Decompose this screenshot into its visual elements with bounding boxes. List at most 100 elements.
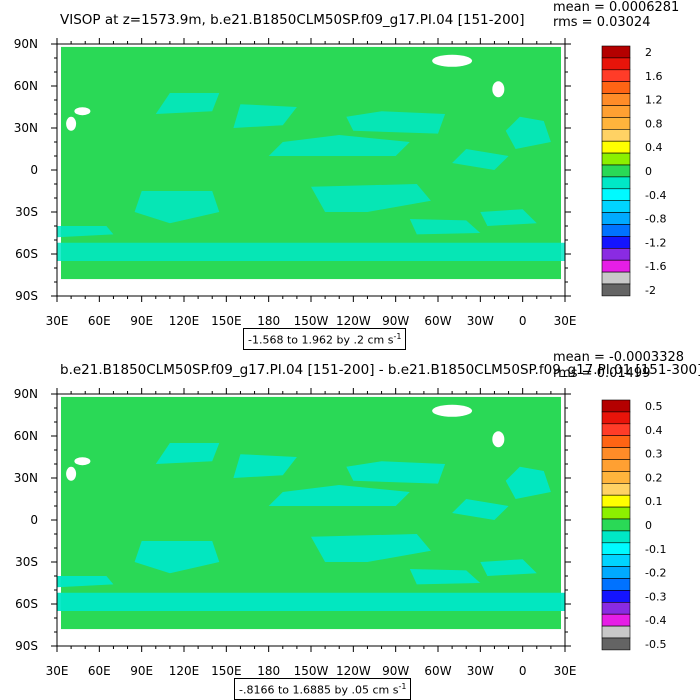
rms-label: rms = 0.01499 <box>553 366 650 381</box>
x-tick-label: 90E <box>130 664 153 678</box>
colorbar-swatch <box>601 81 631 94</box>
colorbar-swatch <box>601 93 631 106</box>
colorbar-swatch <box>601 459 631 472</box>
masked-region <box>66 116 77 131</box>
x-tick-label: 120E <box>169 664 200 678</box>
colorbar-swatch <box>601 566 631 579</box>
colorbar-swatch <box>601 482 631 496</box>
y-tick-label: 30N <box>14 121 38 135</box>
colorbar-label: -0.2 <box>645 567 666 580</box>
x-tick-label: 60E <box>88 664 111 678</box>
x-tick-label: 90E <box>130 314 153 328</box>
anomaly-patch <box>233 454 297 478</box>
x-tick-label: 60W <box>424 314 451 328</box>
colorbar-swatch <box>601 248 631 261</box>
anomaly-patch <box>505 116 551 149</box>
x-tick-label: 180 <box>257 314 280 328</box>
colorbar-swatch <box>601 578 631 591</box>
x-tick-label: 90W <box>382 664 409 678</box>
x-tick-label: 30W <box>467 314 494 328</box>
y-tick-label: 60N <box>14 79 38 93</box>
colorbar-label: -0.4 <box>645 614 666 627</box>
chart-title: VISOP at z=1573.9m, b.e21.B1850CLM50SP.f… <box>60 12 525 28</box>
anomaly-patch <box>57 592 565 611</box>
x-tick-label: 0 <box>519 314 527 328</box>
anomaly-patch <box>452 499 509 520</box>
y-tick-label: 60S <box>15 247 38 261</box>
anomaly-patch <box>409 569 481 585</box>
colorbar-label: -1.6 <box>645 260 666 273</box>
colorbar-swatch <box>601 69 631 83</box>
anomaly-patch <box>311 534 431 562</box>
masked-region <box>74 457 91 466</box>
colorbar-swatch <box>601 637 631 651</box>
colorbar-swatch <box>601 224 631 237</box>
mean-label: mean = -0.0003328 <box>553 350 684 365</box>
masked-region <box>57 44 565 47</box>
x-tick-label: 60W <box>424 664 451 678</box>
colorbar-swatch <box>601 271 631 285</box>
y-tick-label: 30N <box>14 471 38 485</box>
mean-label: mean = 0.0006281 <box>553 0 679 15</box>
x-tick-label: 30E <box>554 314 577 328</box>
x-tick-label: 30E <box>46 314 69 328</box>
anomaly-patch <box>409 219 481 235</box>
colorbar-swatch <box>601 435 631 448</box>
anomaly-patch <box>57 576 114 588</box>
colorbar-swatch <box>601 164 631 178</box>
colorbar-label: 2 <box>645 46 652 59</box>
colorbar-swatch <box>601 236 631 249</box>
anomaly-patch <box>268 135 410 156</box>
anomaly-patch <box>268 485 410 506</box>
colorbar-label: -0.5 <box>645 638 666 651</box>
anomaly-patch <box>155 93 220 114</box>
x-tick-label: 90W <box>382 314 409 328</box>
colorbar-label: 0.4 <box>645 424 663 437</box>
anomaly-patch <box>57 242 565 261</box>
anomaly-patch <box>155 443 220 464</box>
colorbar-label: -2 <box>645 284 656 297</box>
anomaly-patch <box>346 461 446 484</box>
colorbar-label: 0.2 <box>645 471 663 484</box>
anomaly-patch <box>311 184 431 212</box>
colorbar-swatch <box>601 423 631 436</box>
masked-region <box>66 466 77 481</box>
anomaly-patch <box>480 209 537 226</box>
range-box-2: -.8166 to 1.6885 by .05 cm s-1 <box>234 678 412 700</box>
colorbar-label: -1.2 <box>645 236 666 249</box>
colorbar-label: 0.1 <box>645 495 663 508</box>
chart-title: b.e21.B1850CLM50SP.f09_g17.PI.04 [151-20… <box>60 362 700 378</box>
colorbar-label: 0.4 <box>645 141 663 154</box>
masked-region <box>432 404 473 417</box>
colorbar-label: 0 <box>645 165 652 178</box>
colorbar-swatch <box>601 212 631 225</box>
colorbar-swatch <box>601 200 631 213</box>
colorbar-swatch <box>601 471 631 484</box>
anomaly-patch <box>134 191 220 224</box>
colorbar-swatch <box>601 105 631 118</box>
y-tick-label: 90S <box>15 289 38 303</box>
range-box-1: -1.568 to 1.962 by .2 cm s-1 <box>243 328 407 350</box>
anomaly-patch <box>233 104 297 128</box>
x-tick-label: 180 <box>257 664 280 678</box>
colorbar-swatch <box>601 117 631 130</box>
colorbar-label: -0.4 <box>645 189 666 202</box>
colorbar-swatch <box>601 625 631 639</box>
masked-region <box>57 629 565 646</box>
x-tick-label: 0 <box>519 664 527 678</box>
y-tick-label: 90N <box>14 387 38 401</box>
anomaly-patch <box>57 226 114 238</box>
x-tick-label: 30W <box>467 664 494 678</box>
colorbar-swatch <box>601 283 631 297</box>
colorbar-swatch <box>601 542 631 555</box>
x-tick-label: 150E <box>211 664 242 678</box>
colorbar-label: -0.3 <box>645 590 666 603</box>
x-tick-label: 30E <box>46 664 69 678</box>
masked-region <box>492 81 505 98</box>
anomaly-patch <box>134 541 220 574</box>
anomaly-patch <box>346 111 446 134</box>
colorbar-label: -0.8 <box>645 213 666 226</box>
colorbar-swatch <box>601 176 631 190</box>
colorbar-swatch <box>601 590 631 603</box>
range-sup-1: -1 <box>393 332 402 341</box>
